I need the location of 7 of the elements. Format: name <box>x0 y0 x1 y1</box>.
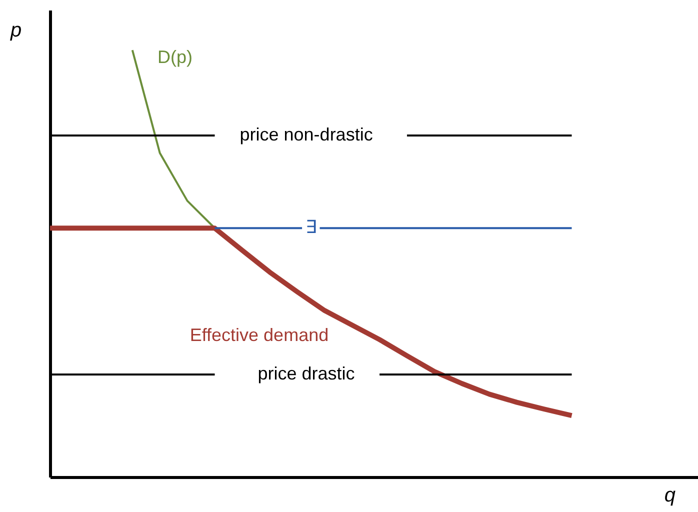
annotation: Effective demand <box>190 325 329 346</box>
x-axis-title: q <box>664 484 676 506</box>
annotation: price non-drastic <box>240 124 373 144</box>
annotation: ∃ <box>305 217 316 238</box>
annotation: price drastic <box>258 364 355 384</box>
y-axis-title: p <box>10 20 22 42</box>
annotation: D(p) <box>158 47 193 68</box>
